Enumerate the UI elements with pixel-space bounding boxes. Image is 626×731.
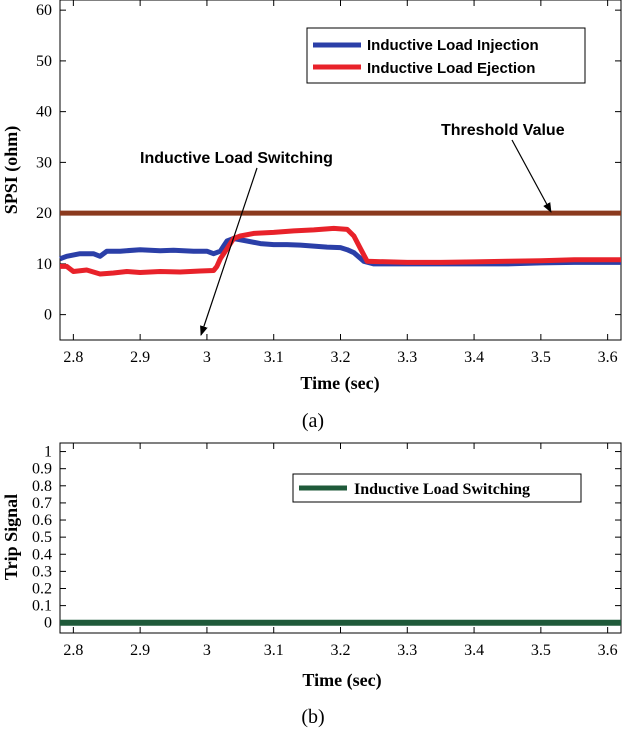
y-tick-label: 0.6 <box>32 512 52 529</box>
y-axis-a: 0 10 20 30 40 50 60 <box>36 2 621 324</box>
y-tick-label: 0.3 <box>32 563 52 580</box>
legend-label-trip: Inductive Load Switching <box>354 481 530 498</box>
annotation-switching-arrow <box>200 167 258 336</box>
x-tick-label: 3.2 <box>331 349 351 366</box>
y-tick-label: 0.8 <box>32 478 52 495</box>
legend-label-ejection: Inductive Load Ejection <box>367 60 535 77</box>
y-tick-label: 0.9 <box>32 461 52 478</box>
y-tick-label: 1 <box>44 444 52 461</box>
series-line-inductive-load-ejection <box>60 225 621 277</box>
y-tick-label: 0.7 <box>32 495 52 512</box>
annotation-threshold-arrow <box>511 139 552 213</box>
y-tick-label: 60 <box>36 2 52 19</box>
x-tick-label: 3.1 <box>264 642 284 659</box>
x-tick-label: 3.5 <box>531 642 551 659</box>
legend-label-injection: Inductive Load Injection <box>367 37 539 54</box>
y-tick-label: 0.2 <box>32 580 52 597</box>
y-tick-label: 0.1 <box>32 598 52 615</box>
legend-box-a <box>306 27 586 84</box>
x-tick-label: 3.3 <box>397 349 417 366</box>
x-tick-label: 3.2 <box>331 642 351 659</box>
x-tick-label: 2.9 <box>130 642 150 659</box>
x-axis-b: 2.8 2.9 3 3.1 3.2 3.3 3.4 3.5 3.6 <box>63 443 618 659</box>
annotation-threshold-label: Threshold Value <box>441 122 565 139</box>
x-tick-label: 2.8 <box>63 349 83 366</box>
x-axis-label-b: Time (sec) <box>302 670 381 691</box>
y-axis-label-b: Trip Signal <box>1 494 21 580</box>
annotations-a: Threshold Value Inductive Load Switching <box>140 122 565 336</box>
legend-b: Inductive Load Switching <box>292 473 582 503</box>
x-tick-label: 3.1 <box>264 349 284 366</box>
x-tick-label: 3.5 <box>531 349 551 366</box>
x-tick-label: 2.9 <box>130 349 150 366</box>
x-tick-label: 3.4 <box>464 349 484 366</box>
annotation-switching-label: Inductive Load Switching <box>140 150 333 167</box>
x-tick-label: 2.8 <box>63 642 83 659</box>
x-tick-label: 3 <box>203 642 211 659</box>
x-tick-label: 3.6 <box>598 349 618 366</box>
x-tick-label: 3 <box>203 349 211 366</box>
y-tick-label: 50 <box>36 53 52 70</box>
chart-panel-b: 00.10.20.30.40.50.60.70.80.91 2.8 2.9 3 3.1… <box>1 442 622 728</box>
x-axis-a: 2.8 2.9 3 3.1 3.2 3.3 3.4 3.5 3.6 <box>63 0 618 366</box>
caption-b: (b) <box>301 706 324 728</box>
y-tick-label: 20 <box>36 205 52 222</box>
x-tick-label: 3.4 <box>464 642 484 659</box>
x-tick-label: 3.3 <box>397 642 417 659</box>
x-tick-label: 3.6 <box>598 642 618 659</box>
x-axis-label-a: Time (sec) <box>300 373 379 394</box>
legend-a: Inductive Load Injection Inductive Load … <box>306 27 586 84</box>
y-tick-label: 0 <box>44 615 52 632</box>
y-tick-label: 40 <box>36 104 52 121</box>
y-tick-label: 0.4 <box>32 546 52 563</box>
y-tick-label: 10 <box>36 256 52 273</box>
y-tick-label: 0.5 <box>32 529 52 546</box>
y-tick-label: 30 <box>36 154 52 171</box>
plot-area-b <box>59 442 622 634</box>
y-axis-label-a: SPSI (ohm) <box>1 126 22 215</box>
y-tick-label: 0 <box>44 307 52 324</box>
caption-a: (a) <box>302 410 324 432</box>
y-axis-b: 00.10.20.30.40.50.60.70.80.91 <box>32 444 621 632</box>
series-group-a <box>59 210 621 277</box>
